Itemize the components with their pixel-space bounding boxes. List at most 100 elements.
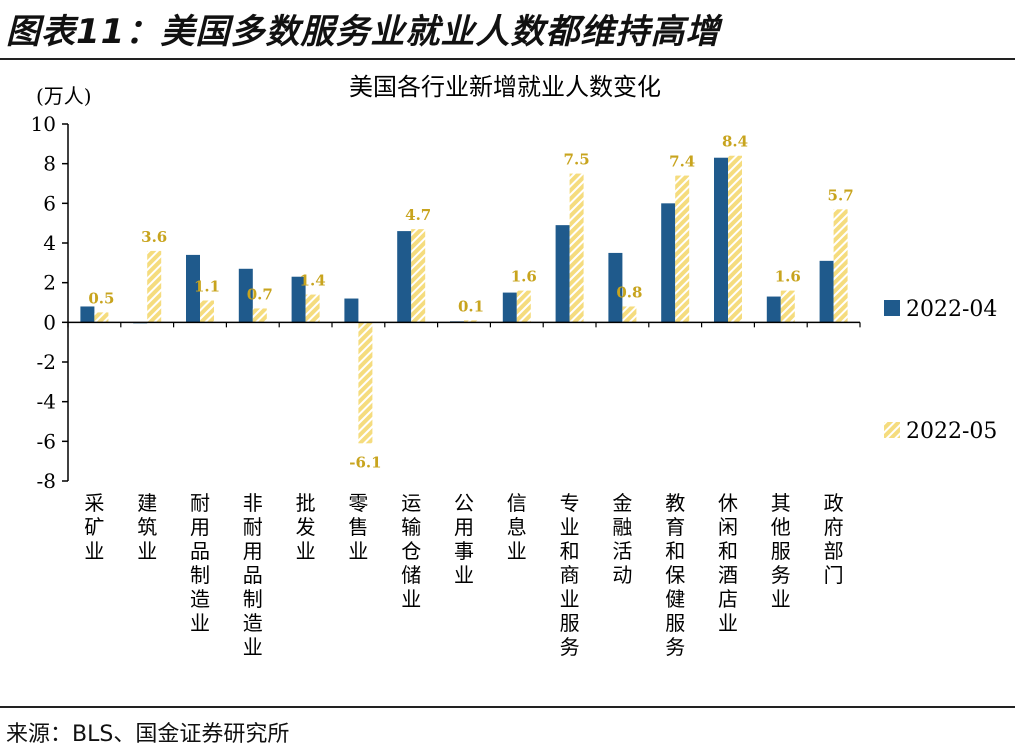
category-char: 专 xyxy=(560,491,580,515)
bar-2022-05 xyxy=(622,306,637,323)
data-label-2022-05: 7.5 xyxy=(564,151,590,169)
x-category-label: 批发业 xyxy=(296,491,316,563)
category-char: 他 xyxy=(771,515,791,539)
y-axis-unit: (万人) xyxy=(36,84,92,108)
category-char: 运 xyxy=(401,491,421,515)
category-char: 业 xyxy=(718,611,738,635)
x-category-label: 信息业 xyxy=(507,491,527,563)
category-char: 服 xyxy=(560,611,580,635)
bar-2022-04 xyxy=(80,306,95,323)
category-char: 制 xyxy=(243,587,263,611)
category-char: 息 xyxy=(507,515,527,539)
category-char: 政 xyxy=(824,491,844,515)
category-char: 储 xyxy=(401,563,421,587)
category-char: 公 xyxy=(454,491,474,515)
category-char: 闲 xyxy=(718,515,738,539)
legend-2022-04-label: 2022-04 xyxy=(906,297,997,322)
x-category-label: 政府部门 xyxy=(824,491,844,587)
category-char: 建 xyxy=(137,491,157,515)
source-note: 来源：BLS、国金证券研究所 xyxy=(6,722,290,747)
x-category-label: 公用事业 xyxy=(454,491,474,587)
x-category-label: 采矿业 xyxy=(84,491,104,563)
category-char: 批 xyxy=(296,491,316,515)
data-label-2022-05: 1.4 xyxy=(300,272,326,290)
y-tick-label: -8 xyxy=(37,469,56,493)
category-char: 造 xyxy=(243,611,263,635)
y-tick-label: 6 xyxy=(43,191,56,215)
category-char: 零 xyxy=(348,491,368,515)
bar-2022-04 xyxy=(238,268,253,323)
y-tick-label: -6 xyxy=(37,429,56,453)
x-category-label: 运输仓储业 xyxy=(401,491,421,611)
category-char: 教 xyxy=(665,491,685,515)
bar-2022-05 xyxy=(305,294,320,323)
category-char: 业 xyxy=(190,611,210,635)
data-label-2022-05: 7.4 xyxy=(669,153,695,171)
y-tick-label: 8 xyxy=(43,152,56,176)
category-char: 用 xyxy=(190,515,210,539)
category-char: 商 xyxy=(560,563,580,587)
data-label-2022-05: 1.6 xyxy=(511,268,537,286)
category-char: 店 xyxy=(718,587,738,611)
category-char: 健 xyxy=(665,587,685,611)
legend-2022-05-label: 2022-05 xyxy=(906,419,997,444)
data-label-2022-05: 1.1 xyxy=(194,278,220,296)
bar-2022-05 xyxy=(728,155,742,323)
category-char: 动 xyxy=(612,563,632,587)
data-label-2022-05: 8.4 xyxy=(722,133,748,151)
data-label-2022-05: 3.6 xyxy=(141,228,167,246)
category-char: 售 xyxy=(348,515,368,539)
bar-2022-05 xyxy=(411,229,426,323)
bar-2022-04 xyxy=(661,203,676,323)
bar-2022-05 xyxy=(94,312,109,323)
category-char: 仓 xyxy=(401,539,421,563)
category-char: 业 xyxy=(84,539,104,563)
category-char: 金 xyxy=(612,491,632,515)
y-tick-label: -2 xyxy=(37,350,56,374)
category-char: 和 xyxy=(665,539,685,563)
x-category-label: 专业和商业服务 xyxy=(560,491,580,659)
bar-2022-05 xyxy=(569,173,584,323)
category-char: 制 xyxy=(190,563,210,587)
category-char: 用 xyxy=(454,515,474,539)
category-char: 品 xyxy=(190,539,210,563)
category-char: 筑 xyxy=(137,515,157,539)
bottom-rule xyxy=(0,706,1015,708)
category-char: 业 xyxy=(454,563,474,587)
category-char: 矿 xyxy=(84,515,104,539)
y-tick-label: 10 xyxy=(31,112,56,136)
x-category-label: 耐用品制造业 xyxy=(190,491,210,635)
bar-2022-05 xyxy=(358,322,373,444)
bar-2022-05 xyxy=(147,250,162,323)
bar-2022-05 xyxy=(780,290,795,323)
bar-2022-05 xyxy=(675,175,690,323)
bar-2022-05 xyxy=(252,308,267,323)
data-label-2022-05: 0.7 xyxy=(247,285,273,303)
x-category-label: 其他服务业 xyxy=(771,491,791,611)
category-char: 务 xyxy=(665,635,685,659)
figure-title: 图表11：美国多数服务业就业人数都维持高增 xyxy=(6,12,721,52)
category-char: 服 xyxy=(665,611,685,635)
bar-2022-04 xyxy=(502,292,517,323)
x-category-label: 教育和保健服务 xyxy=(665,491,685,659)
category-char: 门 xyxy=(824,563,844,587)
category-char: 业 xyxy=(560,587,580,611)
category-char: 采 xyxy=(84,491,104,515)
category-char: 府 xyxy=(824,515,844,539)
data-label-2022-05: 0.1 xyxy=(458,297,484,315)
category-char: 育 xyxy=(665,515,685,539)
bar-2022-05 xyxy=(464,320,478,323)
category-char: 事 xyxy=(454,539,474,563)
bar-2022-05 xyxy=(516,290,531,323)
category-char: 信 xyxy=(507,491,527,515)
category-char: 输 xyxy=(401,515,421,539)
category-char: 融 xyxy=(612,515,632,539)
category-char: 业 xyxy=(560,515,580,539)
x-category-label: 建筑业 xyxy=(137,491,157,563)
category-char: 活 xyxy=(612,539,632,563)
y-tick-label: 0 xyxy=(43,310,56,334)
x-category-label: 非耐用品制造业 xyxy=(243,491,263,659)
category-char: 酒 xyxy=(718,563,738,587)
bar-2022-04 xyxy=(555,225,570,323)
category-char: 发 xyxy=(296,515,316,539)
